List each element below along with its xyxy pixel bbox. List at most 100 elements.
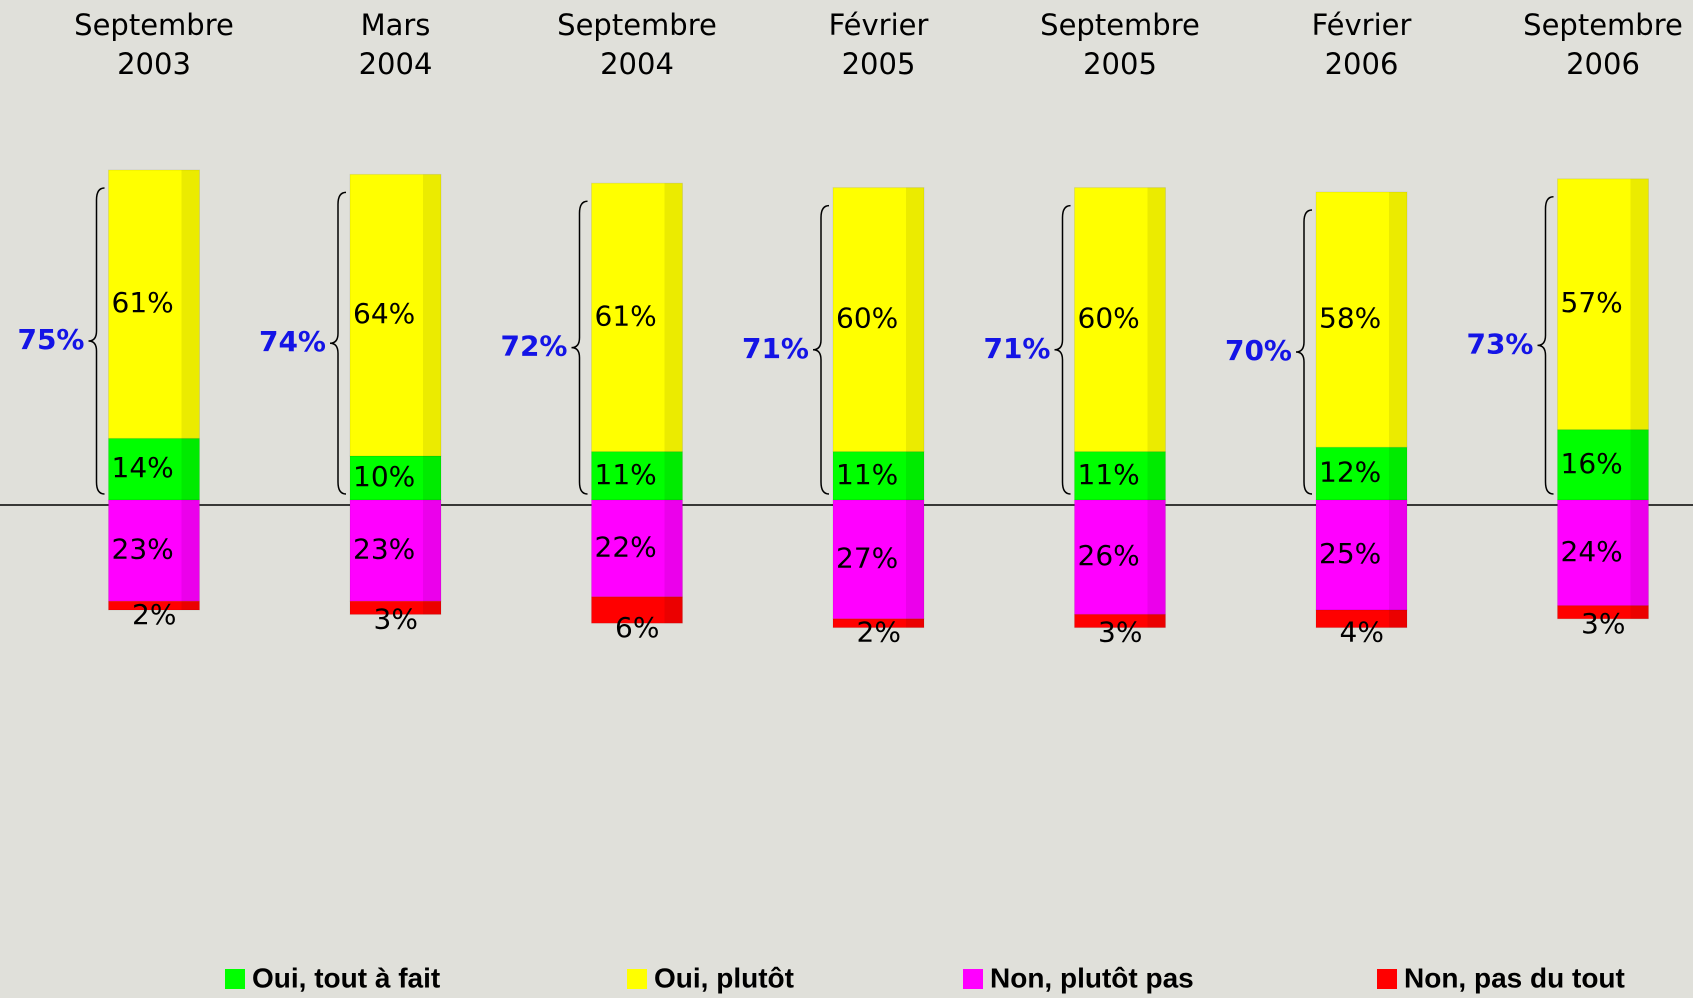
data-label: 61% <box>112 286 174 319</box>
bar-shade <box>423 174 441 456</box>
category-label: Février 2006 <box>1312 8 1412 81</box>
category-label: Septembre 2003 <box>74 8 234 81</box>
legend-label: Non, pas du tout <box>1404 962 1625 993</box>
data-label: 11% <box>595 458 657 491</box>
bar-shade <box>1147 187 1166 452</box>
bar-shade <box>906 618 924 628</box>
data-label: 14% <box>112 451 174 484</box>
bar-shade <box>664 596 683 624</box>
bar-shade <box>1630 500 1649 606</box>
bar-segment <box>591 182 683 453</box>
bar-shade <box>1630 429 1649 500</box>
bar-shade <box>1630 178 1649 430</box>
bar-shade <box>906 451 924 500</box>
category-label: Février 2005 <box>829 8 929 81</box>
total-label: 72% <box>500 330 567 363</box>
category-label: Mars 2004 <box>359 8 433 81</box>
bar-segment <box>108 169 200 439</box>
bar-shade <box>906 500 924 619</box>
data-label: 11% <box>1078 458 1140 491</box>
data-label: 4% <box>1340 616 1384 649</box>
bar-shade <box>181 601 200 610</box>
data-label: 2% <box>857 616 901 649</box>
legend-swatch <box>225 969 245 989</box>
data-label: 60% <box>836 302 898 335</box>
bar-shade <box>1389 610 1407 628</box>
data-label: 58% <box>1319 302 1381 335</box>
total-label: 71% <box>742 332 809 365</box>
bar-segment <box>1315 499 1408 611</box>
bar-segment <box>1074 187 1166 453</box>
bar-segment <box>591 499 683 598</box>
data-label: 23% <box>112 533 174 566</box>
bar-segment <box>108 600 200 611</box>
bar-segment <box>1557 178 1649 431</box>
bar-segment <box>591 451 683 501</box>
legend-swatch <box>627 969 647 989</box>
data-label: 27% <box>836 541 898 574</box>
data-label: 12% <box>1319 456 1381 489</box>
total-label: 74% <box>259 325 326 358</box>
data-label: 3% <box>1098 616 1142 649</box>
total-brace <box>329 191 347 495</box>
category-label: Septembre 2004 <box>557 8 717 81</box>
bar-shade <box>1147 500 1166 615</box>
total-label: 71% <box>983 332 1050 365</box>
bar-shade <box>906 187 924 452</box>
total-label: 75% <box>17 323 84 356</box>
data-label: 3% <box>374 602 418 635</box>
bar-segment <box>349 499 442 602</box>
bar-shade <box>423 601 441 615</box>
total-brace <box>571 200 588 495</box>
data-label: 57% <box>1561 286 1623 319</box>
bar-segment <box>832 187 925 453</box>
category-label: Septembre 2005 <box>1040 8 1200 81</box>
data-label: 64% <box>353 297 415 330</box>
bar-segment <box>1557 429 1649 501</box>
bar-segment <box>832 618 925 629</box>
data-label: 22% <box>595 530 657 563</box>
data-label: 2% <box>132 598 176 631</box>
data-label: 25% <box>1319 537 1381 570</box>
bar-segment <box>349 173 442 457</box>
legend-label: Oui, tout à fait <box>252 962 440 993</box>
data-label: 16% <box>1561 447 1623 480</box>
bar-shade <box>1389 500 1407 610</box>
data-label: 61% <box>595 299 657 332</box>
bar-segment <box>349 600 442 615</box>
data-label: 60% <box>1078 302 1140 335</box>
category-label: Septembre 2006 <box>1523 8 1683 81</box>
bar-segment <box>1315 191 1408 448</box>
bar-segment <box>1557 605 1649 620</box>
total-brace <box>1537 196 1554 495</box>
total-label: 73% <box>1466 327 1533 360</box>
total-brace <box>1054 204 1071 495</box>
bar-shade <box>1389 447 1407 500</box>
bar-segment <box>1557 499 1649 607</box>
bar-shade <box>1630 605 1649 619</box>
bar-shade <box>181 170 200 439</box>
bar-segment <box>1315 609 1408 629</box>
legend-swatch <box>1377 969 1397 989</box>
legend-swatch <box>963 969 983 989</box>
total-label: 70% <box>1225 334 1292 367</box>
bar-segment <box>1074 451 1166 501</box>
bar-shade <box>423 456 441 500</box>
data-label: 11% <box>836 458 898 491</box>
bar-shade <box>1147 451 1166 500</box>
data-label: 24% <box>1561 535 1623 568</box>
legend-label: Oui, plutôt <box>654 962 794 993</box>
bar-segment <box>1074 499 1166 615</box>
legend-label: Non, plutôt pas <box>990 962 1194 993</box>
bar-shade <box>1389 192 1407 448</box>
bar-segment <box>832 451 925 501</box>
bar-segment <box>1074 613 1166 629</box>
bar-shade <box>664 183 683 452</box>
bar-shade <box>181 500 200 602</box>
bar-shade <box>181 438 200 500</box>
bar-segment <box>349 455 442 501</box>
total-brace <box>812 204 830 495</box>
data-label: 3% <box>1581 607 1625 640</box>
bar-segment <box>591 596 683 624</box>
